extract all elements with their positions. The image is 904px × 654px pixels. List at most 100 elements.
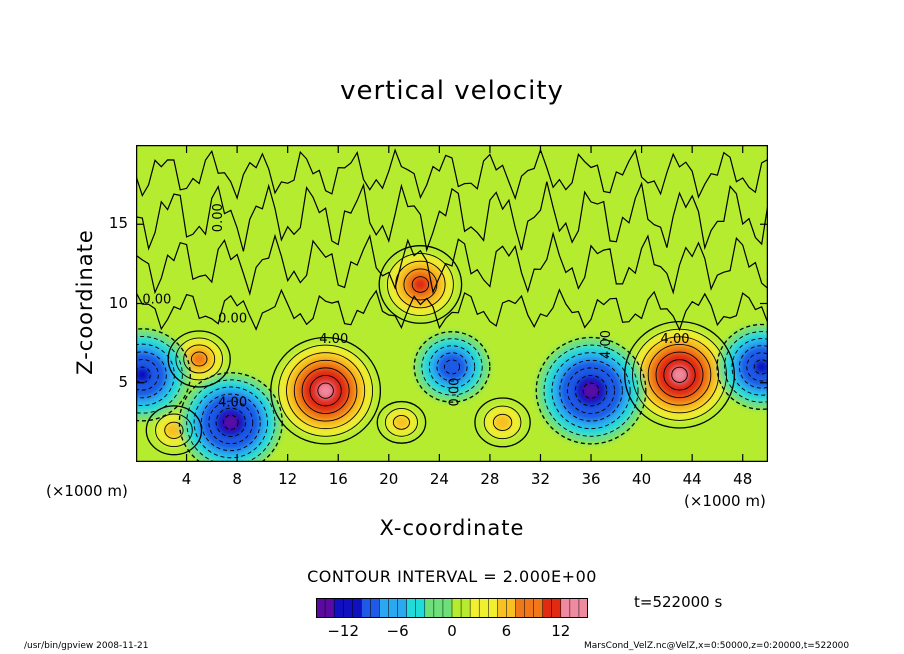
- colorbar-tick-label: −12: [327, 622, 360, 640]
- x-tick-label: 12: [278, 470, 298, 488]
- y-tick-label: 15: [108, 214, 128, 233]
- contour-line: [716, 323, 768, 410]
- contour-line: [647, 343, 712, 406]
- contour-line: [301, 367, 350, 414]
- colorbar-bin: [569, 598, 580, 618]
- contour-line: [443, 359, 461, 375]
- x-tick-label: 48: [733, 470, 753, 488]
- contour-line: [200, 393, 261, 452]
- feature-updraft-4: [377, 401, 426, 444]
- feature-level: [136, 367, 151, 383]
- contour-label: 4.00: [599, 330, 614, 359]
- contour-label: 4.00: [319, 332, 348, 347]
- colorbar-bin: [478, 598, 489, 618]
- y-axis-label: Z-coordinate: [73, 229, 97, 375]
- feature-level: [412, 276, 429, 293]
- x-unit-label-right: (×1000 m): [684, 492, 766, 510]
- colorbar-tick-label: −6: [386, 622, 409, 640]
- x-tick-label: 40: [632, 470, 652, 488]
- colorbar-tick-label: 12: [551, 622, 571, 640]
- colorbar-bin: [506, 598, 517, 618]
- contour-line: [738, 345, 768, 389]
- contour-label: 4.00: [661, 332, 690, 347]
- plot-area: 0.00 0.00 0.00 4.00 4.00 4.00 4.00 0.00: [136, 145, 768, 462]
- colorbar-bin: [515, 598, 526, 618]
- axes: [136, 145, 768, 462]
- contour-line: [376, 400, 427, 444]
- feature-level: [671, 367, 688, 383]
- contour-line: [208, 400, 254, 445]
- contour-label: 0.00: [142, 293, 171, 308]
- contour-line: [167, 330, 231, 388]
- y-tick-label: 5: [118, 372, 128, 391]
- colorbar-tick-label: 0: [447, 622, 457, 640]
- chart-title: vertical velocity: [340, 76, 564, 106]
- contour-line: [384, 408, 418, 437]
- contour-line: [436, 352, 468, 382]
- contour-line: [392, 415, 410, 430]
- contour-line: [286, 352, 366, 430]
- footer-left: /usr/bin/gpview 2008-11-21: [24, 641, 149, 651]
- colorbar-bin: [370, 598, 381, 618]
- x-unit-label-left: (×1000 m): [46, 482, 128, 500]
- colorbar-bin: [361, 598, 371, 618]
- contour-line: [746, 352, 768, 382]
- contour-line: [428, 345, 476, 389]
- x-axis-label: X-coordinate: [379, 516, 525, 540]
- contour-line: [421, 338, 483, 396]
- feature-level: [223, 415, 239, 430]
- colorbar-bin: [442, 598, 453, 618]
- contour-line: [543, 344, 639, 437]
- colorbar-bin: [578, 598, 588, 618]
- colorbar-tick-label: 6: [501, 622, 512, 640]
- contour-line: [136, 328, 191, 422]
- contour-line: [183, 344, 216, 374]
- contour-line: [671, 366, 688, 383]
- contour-line: [155, 413, 193, 448]
- feature-level: [583, 383, 599, 399]
- colorbar-bin: [424, 598, 435, 618]
- contour-line: [639, 336, 720, 414]
- colorbar-bin: [488, 598, 498, 618]
- contour-line: [223, 414, 239, 430]
- feature-level: [754, 359, 768, 374]
- colorbar-bin: [397, 598, 408, 618]
- colorbar-bin: [451, 598, 462, 618]
- colorbar-bin: [333, 598, 344, 618]
- contour-line: [293, 359, 358, 422]
- contour-line: [411, 276, 430, 293]
- x-tick-label: 28: [480, 470, 500, 488]
- contour-line: [492, 413, 513, 431]
- contour-line: [386, 253, 454, 316]
- time-label: t=522000 s: [634, 593, 723, 611]
- contour-line: [663, 359, 696, 391]
- colorbar-bin: [342, 598, 353, 618]
- contour-line: [136, 288, 768, 332]
- colorbar-bin: [460, 598, 471, 618]
- contour-line: [309, 375, 342, 407]
- x-tick-label: 44: [682, 470, 702, 488]
- colorbar-bin: [415, 598, 426, 618]
- colorbar-bin: [497, 598, 507, 618]
- colorbar: [316, 598, 588, 618]
- contour-label: 0.00: [211, 203, 226, 232]
- contour-line: [136, 343, 175, 406]
- contour-line: [724, 331, 768, 403]
- x-tick-label: 4: [181, 470, 192, 488]
- contour-line: [753, 359, 768, 375]
- contour-line: [136, 366, 151, 383]
- colorbar-bin: [560, 598, 571, 618]
- colorbar-bin: [551, 598, 562, 618]
- x-tick-label: 32: [530, 470, 551, 488]
- contour-line: [136, 148, 768, 201]
- contour-line: [535, 336, 647, 445]
- contour-line: [317, 382, 334, 399]
- contour-label: 0.00: [447, 378, 462, 407]
- contour-line: [474, 397, 531, 448]
- feature-level: [164, 422, 184, 439]
- x-tick-label: 36: [581, 470, 601, 488]
- feature-updraft-5: [474, 397, 531, 447]
- feature-level: [393, 415, 410, 430]
- contour-line: [175, 337, 223, 381]
- colorbar-bin: [469, 598, 480, 618]
